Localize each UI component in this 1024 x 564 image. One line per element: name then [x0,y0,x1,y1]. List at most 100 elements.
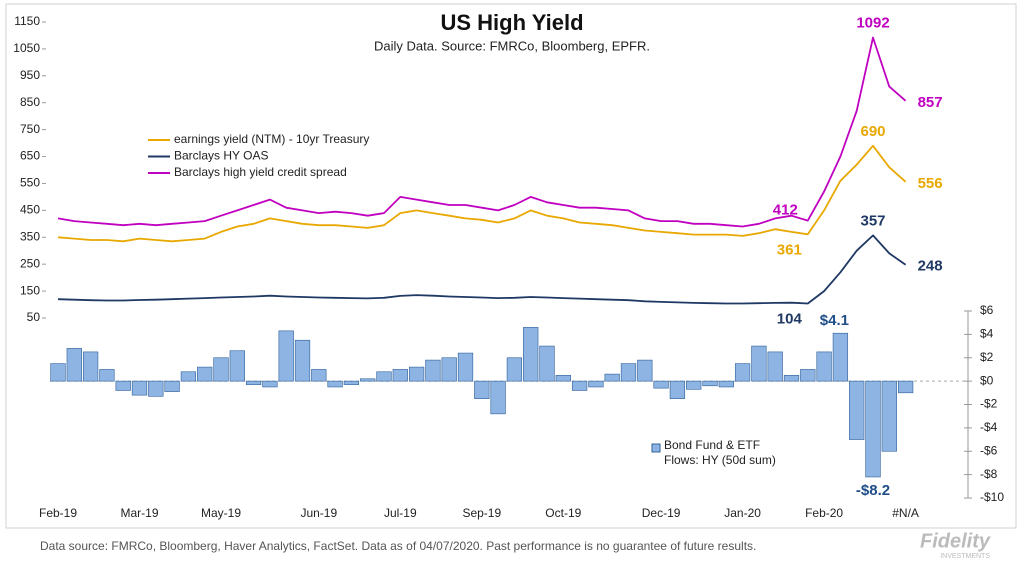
series-line [57,36,907,228]
value-label: 357 [860,212,885,229]
value-label: -$8.2 [856,482,890,499]
value-label: 690 [860,123,885,140]
y2-tick-label: $6 [980,303,994,317]
bar [686,380,702,390]
x-tick-label: May-19 [201,506,241,520]
y-tick-label: 750 [20,122,40,136]
legend-label: earnings yield (NTM) - 10yr Treasury [174,132,369,146]
bar [523,327,539,382]
bar [343,380,360,385]
bar [539,345,555,382]
y2-tick-label: -$10 [980,490,1004,504]
bar [360,378,376,382]
x-tick-label: Mar-19 [120,506,158,520]
series-line [57,144,907,243]
y2-tick-label: -$4 [980,420,998,434]
bar [164,380,180,392]
y-tick-label: 850 [20,95,40,109]
value-label: 104 [777,310,803,327]
bar [392,369,408,382]
bar [262,380,278,388]
bar [490,380,506,415]
chart-title: US High Yield [440,10,583,35]
y2-tick-label: -$6 [980,443,998,457]
bar [506,357,523,382]
bar [620,363,637,382]
x-tick-label: Jan-20 [724,506,761,520]
bar [66,348,82,382]
y-tick-label: 1150 [14,14,40,28]
bar [408,366,425,382]
bar [849,380,865,440]
bar [457,352,474,382]
bar [148,380,164,397]
x-tick-label: Jul-19 [384,506,417,520]
y2-tick-label: $2 [980,350,994,364]
value-label: 412 [773,202,798,219]
y2-tick-label: -$8 [980,467,998,481]
bar [555,374,571,382]
chart-subtitle: Daily Data. Source: FMRCo, Bloomberg, EP… [374,38,650,53]
y-tick-label: 950 [20,68,40,82]
value-label: 361 [777,241,802,258]
logo-tagline: INVESTMENTS [940,553,990,560]
bar [832,332,849,382]
bar [881,380,897,452]
frame [5,3,1017,529]
footer: Data source: FMRCo, Bloomberg, Haver Ana… [40,539,756,553]
bar [604,373,620,382]
bar [197,366,213,382]
bar [718,380,734,388]
legend-label: Bond Fund & ETF Flows: HY (50d sum) [664,438,776,467]
bar [637,359,653,382]
bar [800,369,816,382]
bar [376,371,392,382]
legend-label: Barclays HY OAS [174,149,268,163]
x-tick-label: #N/A [892,506,919,520]
y2-tick-label: $0 [980,373,994,387]
logo: Fidelity [920,530,991,552]
series-line [57,234,907,305]
legend-box: Bond Fund & ETF Flows: HY (50d sum) [664,438,776,467]
bar [441,357,457,382]
bar [816,351,832,382]
x-tick-label: Feb-19 [39,506,77,520]
bar [180,371,197,382]
bar [311,369,327,382]
bar [131,380,148,396]
bar [99,369,115,382]
y2-tick-label: $4 [980,327,994,341]
bar [50,363,66,382]
bar [588,380,604,388]
bar [245,380,262,385]
y-tick-label: 250 [20,256,40,270]
y-tick-label: 1050 [13,41,40,55]
legend-swatch [651,443,661,453]
value-label: 556 [918,175,943,192]
x-tick-label: Feb-20 [805,506,843,520]
x-tick-label: Jun-19 [300,506,337,520]
bar [327,380,343,388]
bar [702,380,718,387]
bar [82,351,99,382]
bar [278,330,294,382]
value-label: 857 [918,94,943,111]
bar [734,363,751,382]
legend-label: Barclays high yield credit spread [174,165,347,179]
y-tick-label: 450 [20,203,40,217]
value-label: 248 [918,258,943,275]
bar [669,380,686,399]
value-label: 1092 [856,15,889,32]
bar [474,380,490,399]
y-tick-label: 350 [20,229,40,243]
bar [229,350,245,382]
bar [767,351,783,382]
bar [897,380,914,394]
y-tick-label: 550 [20,176,40,190]
bar [571,380,588,391]
y-tick-label: 50 [27,310,41,324]
bar [213,357,229,382]
value-label: $4.1 [820,312,849,329]
